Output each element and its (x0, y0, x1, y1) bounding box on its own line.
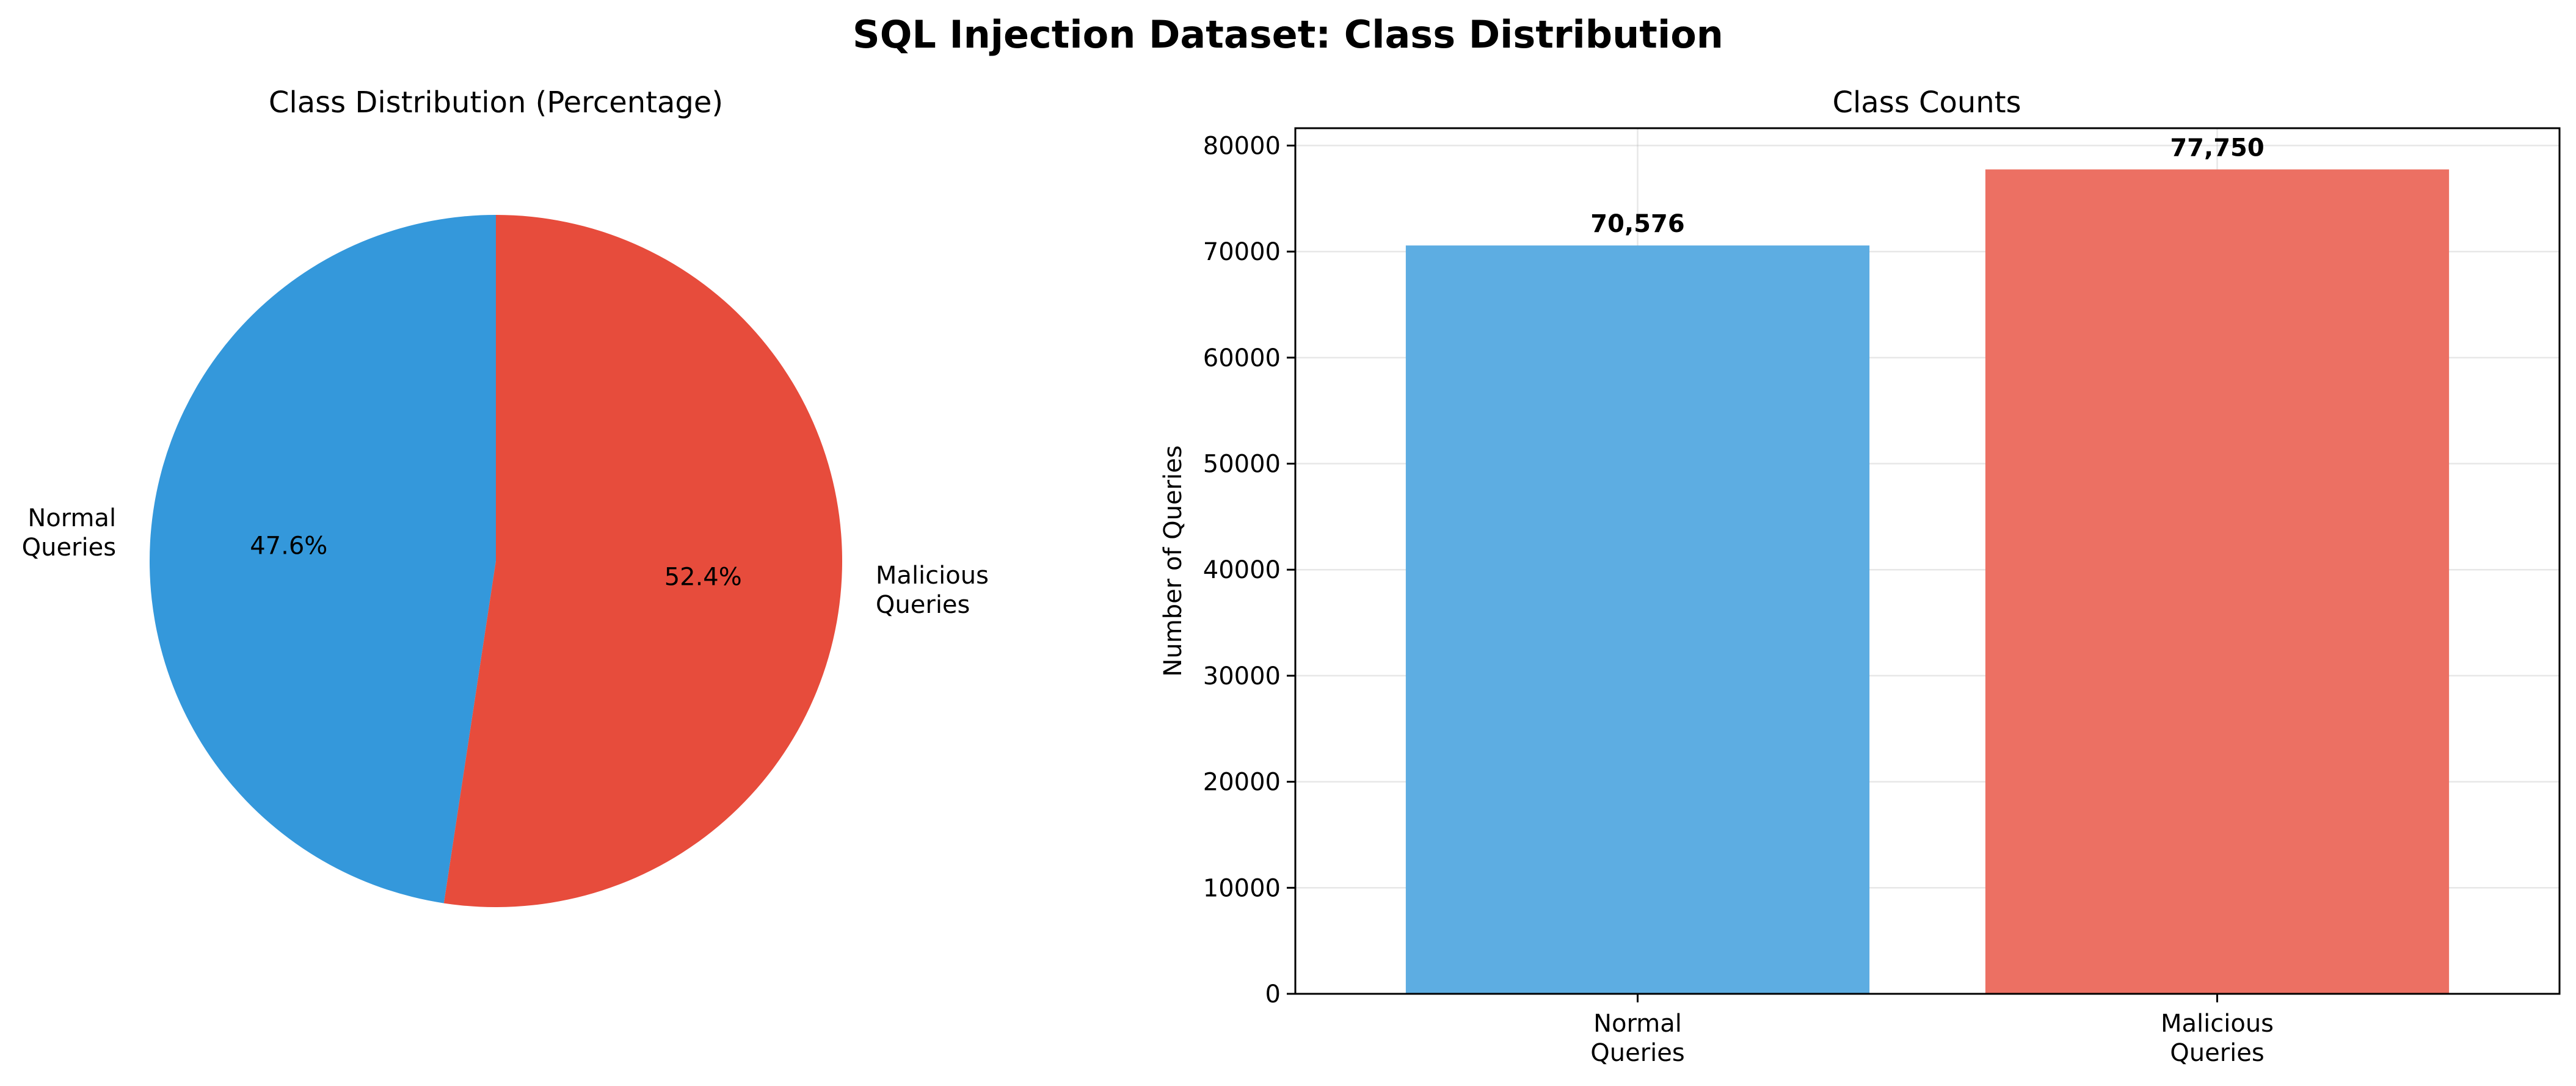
pie-labels: 47.6% Normal Queries 52.4% Malicious Queries (22, 504, 989, 619)
bar-malicious (1985, 169, 2450, 994)
figure-title: SQL Injection Dataset: Class Distributio… (853, 12, 1723, 57)
bar-chart-title: Class Counts (1832, 85, 2021, 120)
bar-value-label-normal: 70,576 (1590, 210, 1684, 238)
y-tick-label: 80000 (1203, 132, 1281, 160)
y-axis: 0 10000 20000 30000 40000 50000 60000 70000 8000… (1203, 132, 1295, 1008)
pie-slice-malicious (443, 215, 843, 908)
plot-area-frame (1294, 127, 2561, 995)
x-tick-label-normal: Normal Queries (1590, 1010, 1684, 1067)
pie-slices (150, 215, 843, 908)
pie-chart: Class Distribution (Percentage) 47.6% Nor… (22, 85, 989, 908)
bar-bars (1405, 169, 2450, 994)
pie-category-label-normal: Normal Queries (22, 504, 116, 562)
y-tick-label: 60000 (1203, 344, 1281, 372)
y-tick-label: 40000 (1203, 556, 1281, 584)
x-tick-label-malicious: Malicious Queries (2161, 1010, 2274, 1067)
bar-normal (1405, 245, 1870, 994)
y-tick-label: 30000 (1203, 662, 1281, 690)
y-tick-label: 70000 (1203, 238, 1281, 266)
pie-percent-label-malicious: 52.4% (664, 563, 742, 592)
bar-chart: Class Counts 0 10000 20000 30000 40000 50000 6… (1159, 85, 2561, 1067)
y-tick-label: 0 (1265, 980, 1281, 1008)
x-axis: Normal Queries Malicious Queries (1590, 994, 2274, 1067)
y-tick-label: 10000 (1203, 874, 1281, 902)
pie-category-label-malicious: Malicious Queries (876, 562, 989, 619)
pie-slice-normal (150, 215, 497, 903)
y-tick-label: 20000 (1203, 769, 1281, 797)
bar-value-labels: 70,576 77,750 (1590, 134, 2264, 239)
y-axis-label: Number of Queries (1159, 445, 1187, 676)
y-tick-label: 50000 (1203, 451, 1281, 479)
pie-percent-label-normal: 47.6% (250, 532, 327, 560)
pie-chart-title: Class Distribution (Percentage) (269, 85, 723, 120)
bar-value-label-malicious: 77,750 (2170, 134, 2264, 162)
